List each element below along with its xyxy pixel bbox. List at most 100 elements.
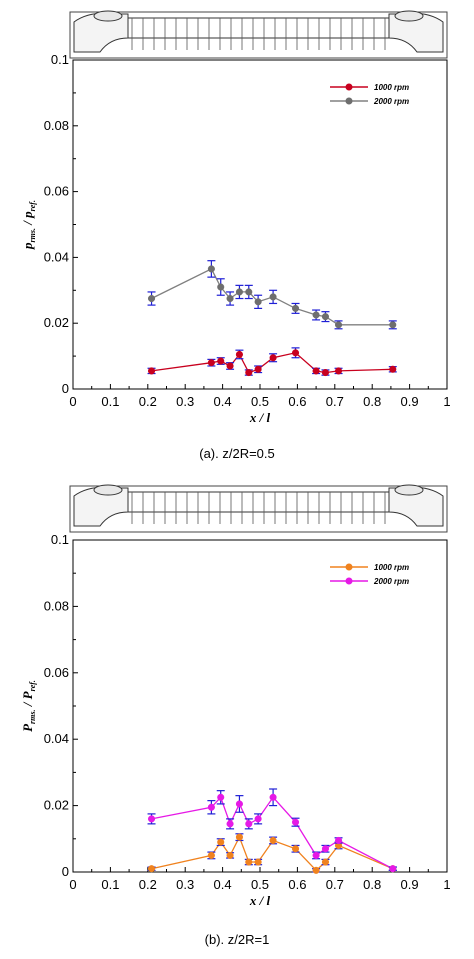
plot-frame <box>72 539 448 873</box>
data-point <box>389 865 397 873</box>
data-point <box>147 865 156 873</box>
chart-panel-a: 0 0.1 0.2 0.3 0.4 0.5 0.6 0.7 0.8 0.9 1 0 0.02 0.04 0.… <box>20 52 451 461</box>
apparatus-sketch-top <box>69 10 448 59</box>
x-axis-label: x / l <box>249 893 271 908</box>
data-point <box>312 866 320 874</box>
sketch-frame <box>69 485 448 533</box>
figure-caption: (a). z/2R=0.5 <box>199 446 275 461</box>
legend-marker <box>345 97 353 105</box>
data-point <box>207 265 215 273</box>
data-point <box>269 293 277 301</box>
y-tick-label: 0.04 <box>44 249 69 264</box>
data-point <box>245 820 253 828</box>
x-tick-label: 1 <box>443 394 450 409</box>
data-point <box>207 359 215 367</box>
data-point <box>254 365 262 373</box>
x-tick-label: 0.9 <box>401 877 419 892</box>
data-point <box>321 313 330 321</box>
data-point <box>321 858 330 866</box>
y-tick-label: 0.02 <box>44 315 69 330</box>
data-point <box>217 283 225 291</box>
data-point <box>245 369 253 377</box>
x-tick-label: 0.8 <box>363 394 381 409</box>
data-point <box>254 298 262 306</box>
data-point <box>207 803 215 811</box>
series-line-2000-rpm <box>151 796 394 870</box>
data-point <box>235 288 243 296</box>
x-tick-label: 0.8 <box>363 877 381 892</box>
y-tick-label: 0 <box>62 864 69 879</box>
y-axis-label: Prms. / Pref. <box>20 680 37 732</box>
chart-panel-b: 0 0.1 0.2 0.3 0.4 0.5 0.6 0.7 0.8 0.9 1 0 0.02 0.04 0.… <box>20 532 451 947</box>
x-tick-label: 0.6 <box>288 394 306 409</box>
y-tick-label: 0.1 <box>51 52 69 67</box>
x-tick-label: 1 <box>443 877 450 892</box>
x-tick-label: 0.3 <box>176 394 194 409</box>
y-tick-label: 0 <box>62 381 69 396</box>
data-point <box>334 836 343 845</box>
data-point <box>269 793 277 801</box>
y-tick-label: 0.08 <box>44 118 69 133</box>
x-tick-label: 0.4 <box>214 877 232 892</box>
legend-label: 1000 rpm <box>374 563 409 572</box>
data-point <box>235 800 243 808</box>
x-tick-label: 0.6 <box>288 877 306 892</box>
data-point <box>291 845 300 853</box>
x-axis-label: x / l <box>249 410 271 425</box>
y-tick-label: 0.04 <box>44 731 69 746</box>
apparatus-sketch-bottom <box>69 484 448 533</box>
data-point <box>245 288 253 296</box>
data-point <box>254 858 262 866</box>
y-tick-label: 0.06 <box>44 184 69 199</box>
x-tick-label: 0.7 <box>326 394 344 409</box>
data-point <box>235 833 243 841</box>
x-tick-label: 0 <box>69 394 76 409</box>
data-point <box>147 815 156 823</box>
sketch-right-port <box>394 10 424 22</box>
plot-frame <box>72 59 448 390</box>
data-point <box>291 349 300 357</box>
data-point <box>334 321 343 329</box>
legend-label: 2000 rpm <box>373 577 409 586</box>
x-tick-label: 0.2 <box>139 877 157 892</box>
y-tick-label: 0.1 <box>51 532 69 547</box>
y-tick-label: 0.08 <box>44 598 69 613</box>
data-point <box>312 367 320 375</box>
y-tick-label: 0.06 <box>44 665 69 680</box>
sketch-right-port <box>394 484 424 496</box>
data-point <box>226 820 234 828</box>
data-point <box>235 350 243 359</box>
data-point <box>226 362 234 370</box>
data-point <box>269 354 277 362</box>
data-point <box>254 815 262 823</box>
data-point <box>217 838 225 846</box>
x-tick-label: 0.1 <box>101 877 119 892</box>
data-point <box>217 357 225 365</box>
data-point <box>312 851 320 859</box>
data-point <box>291 818 300 826</box>
x-tick-label: 0.4 <box>214 394 232 409</box>
figure-caption: (b). z/2R=1 <box>205 932 270 947</box>
x-tick-label: 0.3 <box>176 877 194 892</box>
data-point <box>245 858 253 866</box>
legend-marker <box>345 563 353 571</box>
x-tick-label: 0.9 <box>401 394 419 409</box>
data-point <box>226 294 234 303</box>
data-point <box>389 365 397 373</box>
data-point <box>334 367 343 375</box>
data-point <box>147 367 156 375</box>
data-point <box>321 369 330 377</box>
x-tick-label: 0 <box>69 877 76 892</box>
x-tick-label: 0.1 <box>101 394 119 409</box>
data-point <box>217 793 225 801</box>
y-tick-label: 0.02 <box>44 798 69 813</box>
x-tick-label: 0.2 <box>139 394 157 409</box>
data-point <box>321 845 330 853</box>
sketch-left-port <box>93 10 123 22</box>
legend-label: 1000 rpm <box>374 83 409 92</box>
y-axis-label: prms. / pref. <box>20 200 37 250</box>
data-point <box>291 304 300 312</box>
data-point <box>226 851 234 859</box>
x-tick-label: 0.5 <box>251 877 269 892</box>
